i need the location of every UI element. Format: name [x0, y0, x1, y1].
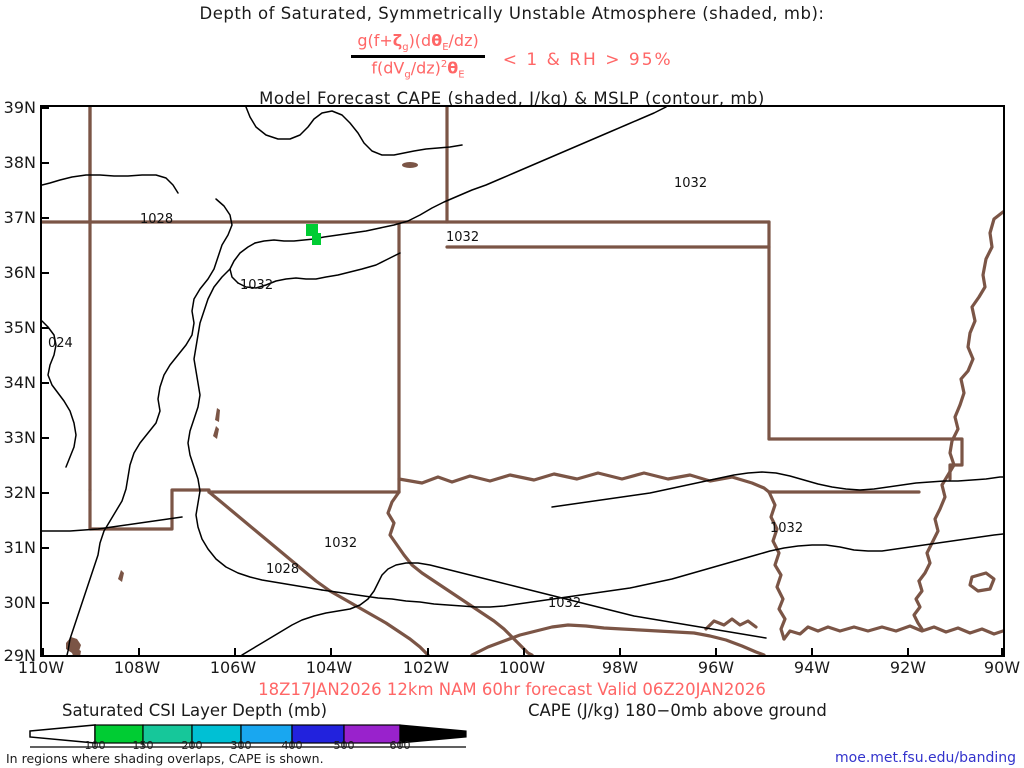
- lat-label-32n: 32N: [3, 483, 36, 502]
- lat-label-31n: 31N: [3, 538, 36, 557]
- lat-tick: [42, 492, 49, 494]
- contour-label-1028-north: 1028: [140, 212, 173, 227]
- colorbar-tick-600: 600: [389, 739, 411, 752]
- legend-titles: Saturated CSI Layer Depth (mb) CAPE (J/k…: [0, 701, 1024, 721]
- lon-label-104w: 104W: [305, 658, 353, 677]
- lon-label-102w: 102W: [402, 658, 450, 677]
- lon-tick: [42, 648, 44, 655]
- lat-tick: [42, 217, 49, 219]
- lon-tick: [907, 648, 909, 655]
- lon-label-90w: 90W: [983, 658, 1021, 677]
- colorbar-tick-150: 150: [132, 739, 154, 752]
- lat-tick: [42, 327, 49, 329]
- lon-tick: [1001, 648, 1003, 655]
- colorbar-tick-200: 200: [181, 739, 203, 752]
- page-subtitle: Model Forecast CAPE (shaded, J/kg) & MSL…: [259, 89, 765, 108]
- lon-label-94w: 94W: [793, 658, 831, 677]
- fraction-bar: [351, 55, 485, 59]
- formula-condition: < 1 & RH > 95%: [502, 50, 673, 70]
- lat-label-33n: 33N: [3, 428, 36, 447]
- lon-label-98w: 98W: [601, 658, 639, 677]
- lat-tick: [42, 272, 49, 274]
- lon-tick: [427, 648, 429, 655]
- lat-label-34n: 34N: [3, 373, 36, 392]
- lon-tick: [330, 648, 332, 655]
- page-title: Depth of Saturated, Symmetrically Unstab…: [199, 4, 825, 23]
- contour-label-1032-west: 1032: [240, 278, 273, 293]
- lon-label-106w: 106W: [209, 658, 257, 677]
- lon-tick: [234, 648, 236, 655]
- lon-tick: [811, 648, 813, 655]
- colorbar-tick-100: 100: [84, 739, 106, 752]
- contour-label-1032-panhandle: 1032: [446, 230, 479, 245]
- lon-tick: [619, 648, 621, 655]
- lon-label-96w: 96W: [697, 658, 735, 677]
- colorbar-tick-500: 500: [333, 739, 355, 752]
- lon-label-92w: 92W: [889, 658, 927, 677]
- lat-label-30n: 30N: [3, 593, 36, 612]
- contour-label-024: 024: [48, 336, 73, 351]
- lat-tick: [42, 382, 49, 384]
- contour-label-1032-south: 1032: [324, 536, 357, 551]
- contour-label-1032-louisiana: 1032: [770, 521, 803, 536]
- lon-tick: [715, 648, 717, 655]
- colorbar-svg: [29, 724, 467, 748]
- lon-label-100w: 100W: [498, 658, 546, 677]
- lat-tick: [42, 655, 49, 657]
- lat-label-29n: 29N: [3, 646, 36, 665]
- overlap-note: In regions where shading overlaps, CAPE …: [6, 751, 324, 766]
- lat-label-35n: 35N: [3, 318, 36, 337]
- colorbar-tick-400: 400: [281, 739, 303, 752]
- shaded-cape-patch: [306, 224, 321, 245]
- lon-label-110w: 110W: [17, 658, 65, 677]
- source-credit-link[interactable]: moe.met.fsu.edu/banding: [835, 750, 1016, 766]
- lon-tick: [523, 648, 525, 655]
- lat-tick: [42, 602, 49, 604]
- lat-tick: [42, 162, 49, 164]
- richardson-number-fraction: g(f+ζg)(dθE/dz) f(dVg/dz)2θE: [351, 30, 485, 82]
- formula-denominator: f(dVg/dz)2θE: [371, 58, 465, 81]
- forecast-valid-line: 18Z17JAN2026 12km NAM 60hr forecast Vali…: [258, 680, 766, 699]
- lat-tick: [42, 437, 49, 439]
- lon-tick: [138, 648, 140, 655]
- contour-label-1032-far-south: 1032: [548, 596, 581, 611]
- contour-label-1028-south: 1028: [266, 562, 299, 577]
- colorbar-tick-300: 300: [230, 739, 252, 752]
- lat-label-37n: 37N: [3, 208, 36, 227]
- formula-block: g(f+ζg)(dθE/dz) f(dVg/dz)2θE < 1 & RH > …: [0, 28, 1024, 86]
- map-canvas: .sb{fill:none;stroke:#7b5546;stroke-widt…: [42, 107, 1003, 655]
- lat-label-39n: 39N: [3, 98, 36, 117]
- map-plot-area[interactable]: .sb{fill:none;stroke:#7b5546;stroke-widt…: [40, 105, 1005, 657]
- lat-label-36n: 36N: [3, 263, 36, 282]
- lat-tick: [42, 107, 49, 109]
- colorbar[interactable]: 100 150 200 300 400 500 600: [20, 722, 520, 752]
- contour-label-1032-kansas: 1032: [674, 176, 707, 191]
- lon-label-108w: 108W: [113, 658, 161, 677]
- lat-tick: [42, 547, 49, 549]
- colorbar-title: Saturated CSI Layer Depth (mb): [62, 701, 328, 720]
- lat-label-38n: 38N: [3, 153, 36, 172]
- cape-legend-title: CAPE (J/kg) 180−0mb above ground: [528, 701, 827, 720]
- formula-numerator: g(f+ζg)(dθE/dz): [357, 30, 479, 53]
